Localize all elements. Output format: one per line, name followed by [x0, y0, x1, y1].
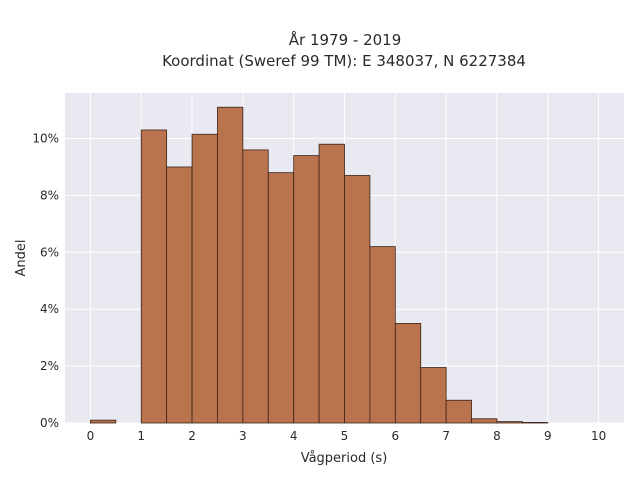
- y-tick-label-5: 10%: [32, 132, 59, 146]
- x-tick-label-0: 0: [87, 429, 95, 443]
- x-tick-label-7: 7: [442, 429, 450, 443]
- histogram-bar-9: [318, 143, 345, 424]
- histogram-bar-14: [445, 399, 472, 424]
- chart-title: År 1979 - 2019: [289, 30, 402, 49]
- x-tick-label-8: 8: [493, 429, 501, 443]
- histogram-bar-3: [166, 166, 193, 424]
- x-tick-label-2: 2: [188, 429, 196, 443]
- histogram-bar-8: [293, 155, 320, 424]
- x-axis-ticks: 0 1 2 3 4 5 6 7 8 9 10: [87, 429, 607, 443]
- bars: [90, 106, 549, 424]
- x-axis-label: Vågperiod (s): [301, 451, 388, 466]
- histogram-bar-2: [140, 129, 168, 424]
- histogram-bar-15: [471, 418, 498, 424]
- histogram-bar-12: [394, 323, 422, 424]
- histogram-bar-16: [496, 421, 523, 424]
- histogram-bar-10: [344, 175, 371, 424]
- x-tick-label-4: 4: [290, 429, 298, 443]
- x-tick-label-1: 1: [137, 429, 145, 443]
- y-tick-label-2: 4%: [40, 302, 59, 316]
- histogram-bar-0: [90, 419, 117, 424]
- y-tick-label-1: 2%: [40, 359, 59, 373]
- histogram-bar-5: [217, 106, 244, 424]
- y-axis-ticks: 0% 2% 4% 6% 8% 10%: [32, 132, 59, 430]
- x-tick-label-9: 9: [544, 429, 552, 443]
- histogram-bar-6: [242, 149, 269, 424]
- histogram-bar-13: [420, 367, 447, 424]
- chart-subtitle: Koordinat (Sweref 99 TM): E 348037, N 62…: [162, 52, 526, 70]
- histogram-bar-17: [521, 422, 549, 424]
- y-tick-label-3: 6%: [40, 245, 59, 259]
- x-tick-label-10: 10: [591, 429, 606, 443]
- y-tick-label-4: 8%: [40, 188, 59, 202]
- y-axis-label: Andel: [14, 240, 29, 277]
- histogram-bar-11: [369, 246, 396, 424]
- histogram-bar-7: [267, 172, 295, 424]
- x-tick-label-5: 5: [341, 429, 349, 443]
- x-tick-label-6: 6: [391, 429, 399, 443]
- histogram-bar-4: [191, 133, 218, 424]
- y-tick-label-0: 0%: [40, 416, 59, 430]
- x-tick-label-3: 3: [239, 429, 247, 443]
